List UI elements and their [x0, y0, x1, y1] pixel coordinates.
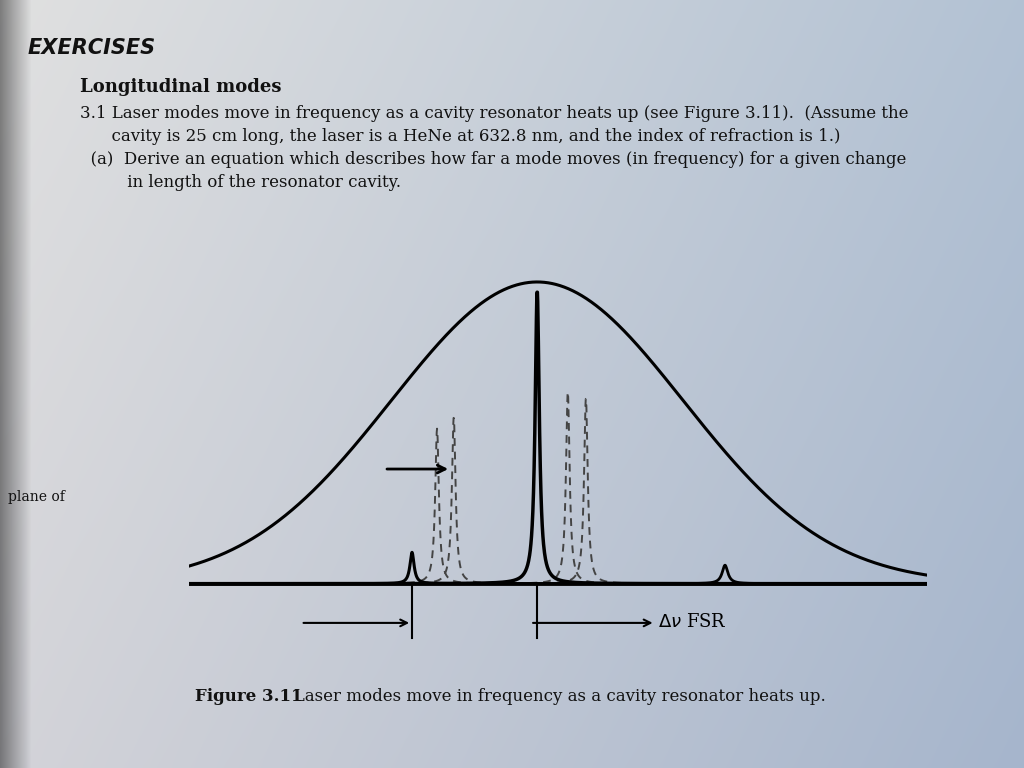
Text: Figure 3.11: Figure 3.11: [195, 688, 302, 705]
Text: (a)  Derive an equation which describes how far a mode moves (in frequency) for : (a) Derive an equation which describes h…: [80, 151, 906, 168]
Text: EXERCISES: EXERCISES: [28, 38, 156, 58]
Text: in length of the resonator cavity.: in length of the resonator cavity.: [80, 174, 401, 191]
Text: cavity is 25 cm long, the laser is a HeNe at 632.8 nm, and the index of refracti: cavity is 25 cm long, the laser is a HeN…: [80, 128, 841, 145]
Text: $\Delta\nu$ FSR: $\Delta\nu$ FSR: [658, 613, 727, 631]
Text: Longitudinal modes: Longitudinal modes: [80, 78, 282, 96]
Text: 3.1 Laser modes move in frequency as a cavity resonator heats up (see Figure 3.1: 3.1 Laser modes move in frequency as a c…: [80, 105, 908, 122]
Text: plane of: plane of: [8, 490, 65, 504]
Text: Laser modes move in frequency as a cavity resonator heats up.: Laser modes move in frequency as a cavit…: [278, 688, 825, 705]
